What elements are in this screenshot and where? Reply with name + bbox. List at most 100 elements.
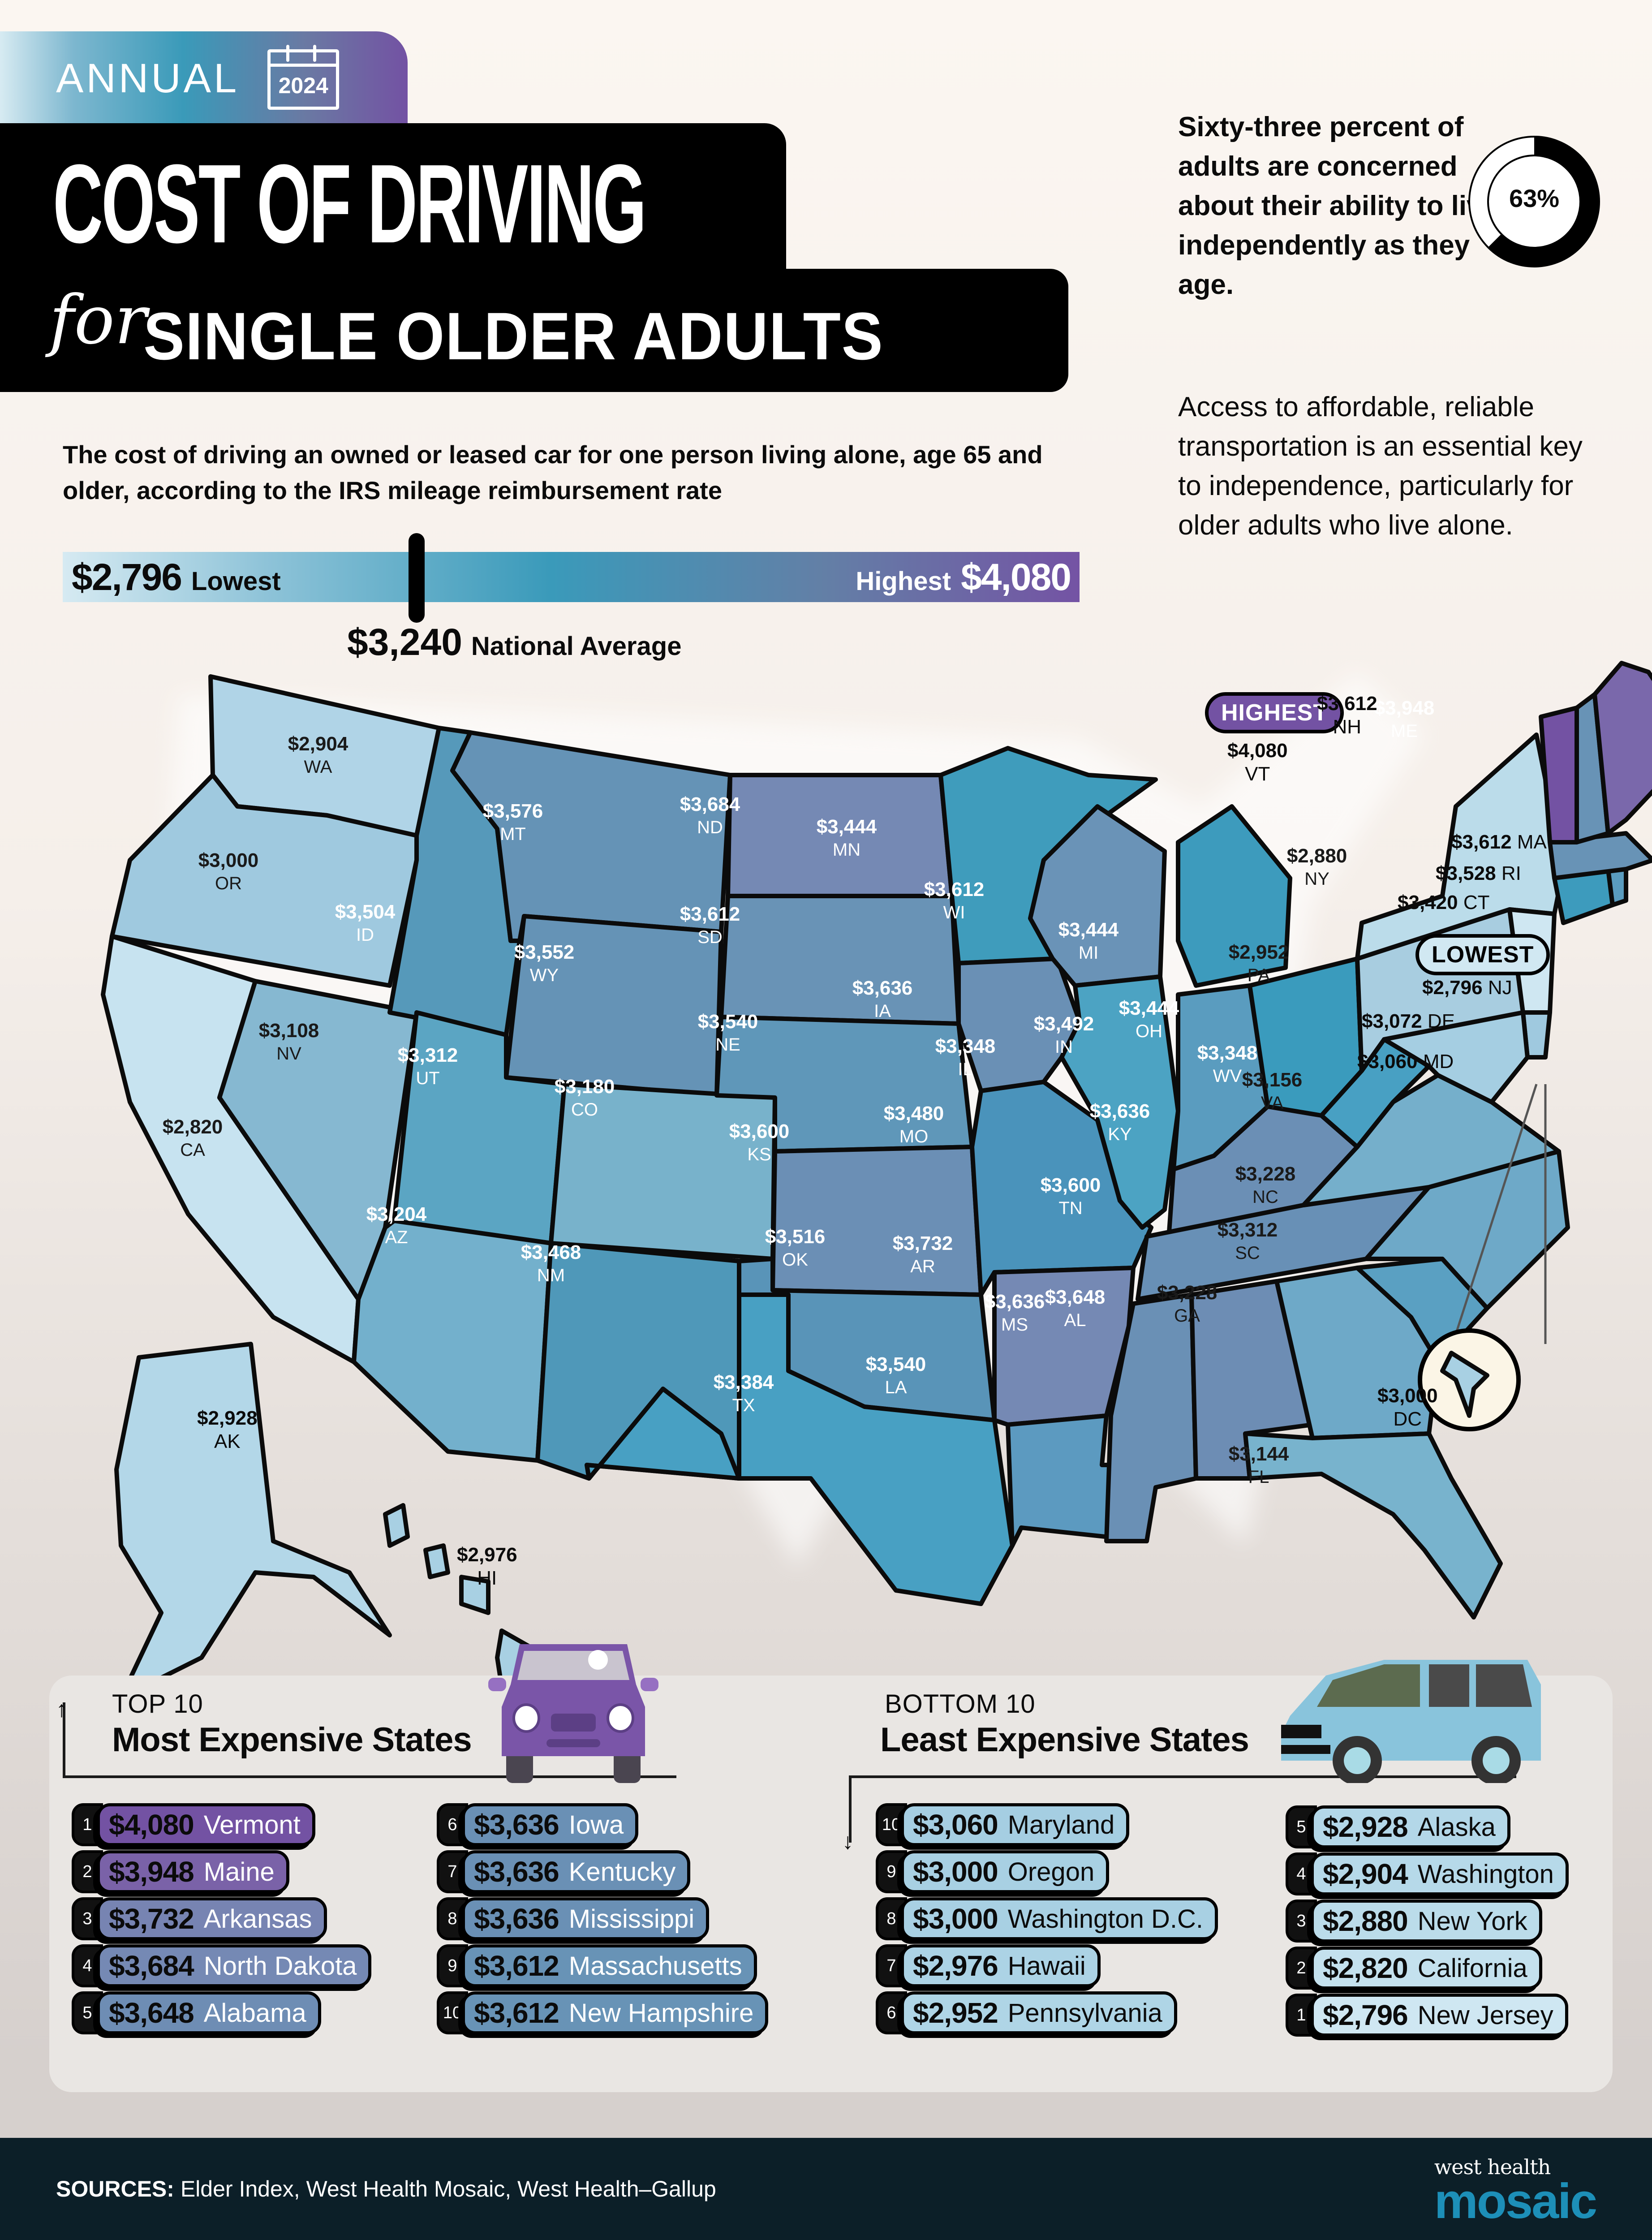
state-labels: $2,904 WA $3,000 OR $2,820 CA $3,108 NV …	[163, 697, 1435, 1487]
up-arrow-icon	[63, 1702, 65, 1776]
svg-text:AR: AR	[910, 1257, 935, 1276]
state-MO	[970, 1080, 1153, 1297]
svg-text:MI: MI	[1079, 943, 1098, 963]
svg-text:MO: MO	[899, 1127, 928, 1146]
state-MI	[1176, 804, 1292, 988]
svg-text:KS: KS	[747, 1145, 771, 1164]
svg-text:AZ: AZ	[385, 1228, 408, 1247]
svg-text:$3,108: $3,108	[259, 1020, 319, 1042]
svg-text:$3,444: $3,444	[1058, 919, 1119, 941]
national-average-label: National Average	[471, 632, 682, 661]
svg-text:$3,636: $3,636	[985, 1291, 1045, 1313]
svg-text:OR: OR	[215, 874, 242, 893]
purple-car-icon	[488, 1635, 658, 1783]
label-md: $3,060 MD	[1357, 1051, 1454, 1073]
title-for-script: for	[49, 281, 147, 359]
svg-text:IL: IL	[958, 1060, 972, 1079]
svg-text:$3,600: $3,600	[1041, 1174, 1101, 1196]
label-vt: $4,080 VT	[1227, 740, 1288, 785]
svg-text:WA: WA	[304, 757, 332, 777]
svg-text:CA: CA	[180, 1140, 205, 1160]
state-HI-3	[459, 1575, 490, 1615]
label-nh: $3,612 NH	[1317, 693, 1377, 738]
svg-text:$3,552: $3,552	[514, 941, 575, 963]
state-FL	[1243, 1431, 1503, 1620]
svg-text:AL: AL	[1064, 1310, 1086, 1330]
top10-title: Most Expensive States	[112, 1721, 472, 1759]
label-de: $3,072 DE	[1362, 1010, 1455, 1032]
title-background	[0, 123, 786, 284]
svg-text:$3,504: $3,504	[335, 901, 396, 923]
bottom10-list-col2: 5 $2,928 Alaska 4 $2,904 Washington 3 $2…	[1286, 1805, 1569, 2041]
state-SD	[719, 894, 961, 1026]
svg-text:NY: NY	[1304, 869, 1329, 889]
svg-text:$3,540: $3,540	[698, 1011, 758, 1033]
svg-text:$2,880: $2,880	[1287, 845, 1347, 867]
donut-chart-icon	[1467, 134, 1601, 269]
list-item: 3 $2,880 New York	[1286, 1900, 1569, 1943]
list-item: 10 $3,612 New Hampshire	[437, 1991, 769, 2034]
svg-text:$3,444: $3,444	[1119, 997, 1179, 1019]
svg-text:$3,228: $3,228	[1157, 1282, 1217, 1304]
sources-label: SOURCES:	[56, 2176, 174, 2201]
state-AK	[114, 1342, 392, 1700]
list-item: 3 $3,732 Arkansas	[72, 1897, 371, 1940]
us-map: $2,904 WA $3,000 OR $2,820 CA $3,108 NV …	[101, 661, 1652, 1718]
national-average-value: $3,240	[347, 621, 462, 663]
sources: SOURCES: Elder Index, West Health Mosaic…	[56, 2176, 716, 2202]
svg-text:$2,820: $2,820	[163, 1116, 223, 1138]
svg-text:$3,684: $3,684	[680, 793, 740, 815]
svg-text:$3,732: $3,732	[893, 1232, 953, 1254]
svg-text:$3,348: $3,348	[935, 1035, 996, 1057]
svg-text:$3,000: $3,000	[198, 849, 259, 871]
highest-callout: HIGHEST	[1205, 692, 1344, 733]
svg-text:IN: IN	[1055, 1037, 1073, 1057]
state-HI-2	[423, 1543, 450, 1579]
svg-text:NM: NM	[537, 1266, 565, 1285]
svg-text:GA: GA	[1174, 1306, 1200, 1326]
state-TX	[585, 1292, 1015, 1606]
top10-list-col2: 6 $3,636 Iowa 7 $3,636 Kentucky 8 $3,636…	[437, 1803, 769, 2038]
stat-headline: Sixty-three percent of adults are concer…	[1178, 112, 1498, 300]
footer: SOURCES: Elder Index, West Health Mosaic…	[0, 2138, 1652, 2240]
svg-text:UT: UT	[416, 1068, 439, 1088]
svg-text:$3,312: $3,312	[398, 1044, 458, 1066]
national-average: $3,240 National Average	[347, 620, 681, 664]
svg-text:KY: KY	[1108, 1124, 1131, 1144]
annual-badge: ANNUAL 2024	[0, 31, 408, 125]
label-nj: $2,796 NJ	[1422, 977, 1512, 999]
svg-text:$3,516: $3,516	[765, 1226, 826, 1248]
label-ma: $3,612 MA	[1451, 831, 1547, 853]
bottom10-kicker: BOTTOM 10	[885, 1689, 1036, 1719]
svg-text:TN: TN	[1058, 1198, 1082, 1218]
list-item: 1 $4,080 Vermont	[72, 1803, 371, 1846]
svg-text:$3,480: $3,480	[884, 1103, 944, 1124]
svg-text:ID: ID	[356, 925, 374, 945]
state-KS	[770, 1145, 983, 1297]
state-IL	[1059, 974, 1180, 1230]
description: The cost of driving an owned or leased c…	[63, 440, 1043, 504]
list-item: 8 $3,636 Mississippi	[437, 1897, 768, 1940]
top10-kicker: TOP 10	[112, 1689, 203, 1719]
svg-text:$3,492: $3,492	[1034, 1013, 1094, 1035]
scale-low-value: $2,796	[72, 556, 182, 598]
list-item: 2 $2,820 California	[1286, 1947, 1569, 1990]
bottom10-divider	[849, 1775, 1516, 1778]
svg-text:$3,228: $3,228	[1235, 1163, 1296, 1185]
donut-percent: 63%	[1509, 184, 1560, 212]
svg-text:SD: SD	[697, 927, 723, 947]
svg-text:$3,600: $3,600	[729, 1120, 790, 1142]
lowest-callout: LOWEST	[1415, 934, 1550, 975]
svg-text:VA: VA	[1261, 1093, 1284, 1113]
svg-text:MN: MN	[833, 840, 860, 860]
list-item: 4 $2,904 Washington	[1286, 1852, 1569, 1895]
svg-text:MT: MT	[500, 824, 526, 844]
svg-text:WV: WV	[1213, 1066, 1242, 1086]
label-dc: $3,000 DC	[1377, 1385, 1438, 1430]
svg-text:NC: NC	[1252, 1187, 1278, 1207]
svg-text:MS: MS	[1001, 1315, 1028, 1335]
title-background-sub	[0, 269, 1068, 392]
svg-text:FL: FL	[1248, 1467, 1269, 1487]
svg-text:ME: ME	[1391, 721, 1418, 741]
svg-text:IA: IA	[874, 1001, 891, 1021]
